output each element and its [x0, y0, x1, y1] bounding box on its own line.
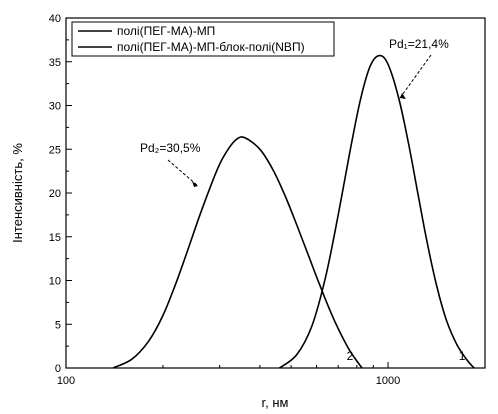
- legend-entry-2: полі(ПЕГ-МА)-МП-блок-полі(NВП): [117, 40, 305, 54]
- annotations: 1 Pd₁=21,4% 2 Pd₂=30,5%: [140, 37, 466, 363]
- curves: [112, 54, 475, 369]
- x-tick-label: 100: [57, 375, 75, 387]
- y-tick-label: 35: [49, 57, 61, 69]
- legend-box: [71, 21, 335, 57]
- y-tick-label: 40: [49, 13, 61, 25]
- x-axis-label: r, нм: [262, 395, 289, 410]
- y-tick-label: 0: [55, 363, 61, 375]
- annotation-arrowhead: [400, 93, 406, 99]
- x-tick-label: 1000: [376, 375, 400, 387]
- y-tick-label: 15: [49, 232, 61, 244]
- annotation-arrowhead: [192, 181, 198, 187]
- annotation-leader: [399, 54, 432, 99]
- y-tick-label: 25: [49, 144, 61, 156]
- legend: полі(ПЕГ-МА)-МП полі(ПЕГ-МА)-МП-блок-пол…: [71, 21, 335, 57]
- y-tick-label: 20: [49, 188, 61, 200]
- pd-annotation-1: Pd₁=21,4%: [389, 37, 449, 51]
- legend-entry-1: полі(ПЕГ-МА)-МП: [117, 24, 215, 38]
- series-line-2: [112, 136, 363, 369]
- y-tick-label: 30: [49, 101, 61, 113]
- plot-frame: [65, 17, 486, 369]
- y-tick-label: 10: [49, 276, 61, 288]
- y-tick-label: 5: [55, 319, 61, 331]
- annotation-leader: [167, 159, 199, 187]
- pd-annotation-2: Pd₂=30,5%: [140, 141, 201, 155]
- axis-ticks: 0 5 10 15 20 25 30 35 40 100 1000: [49, 13, 486, 387]
- curve-number-label: 1: [459, 349, 466, 363]
- y-axis-label: Інтенсивність, %: [10, 143, 25, 243]
- curve-number-label: 2: [347, 349, 354, 363]
- series-line-1: [278, 54, 475, 369]
